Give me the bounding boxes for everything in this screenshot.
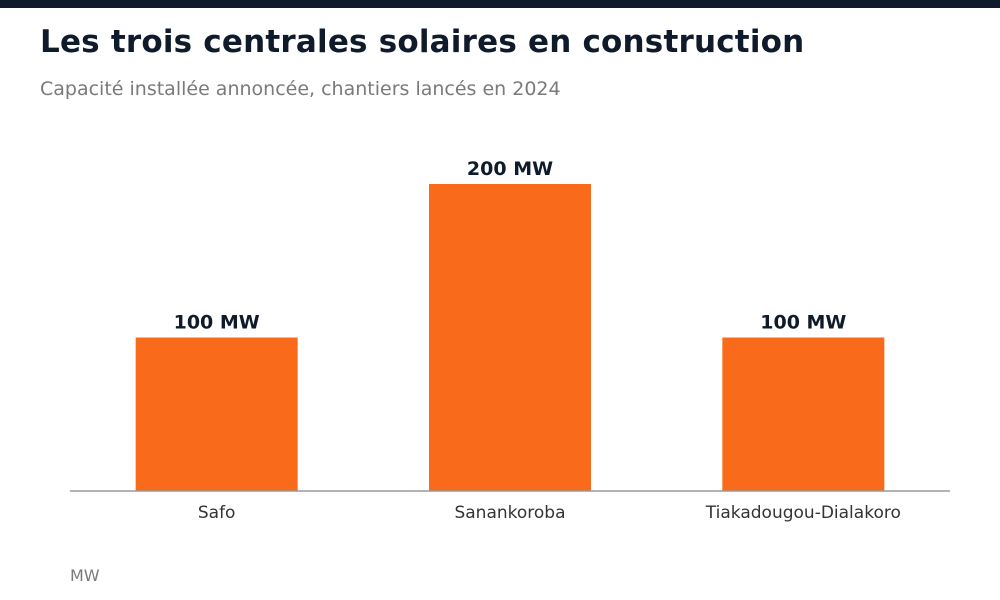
data-label: 100 MW xyxy=(760,312,846,334)
bar-sanankoroba xyxy=(429,184,591,491)
data-label: 200 MW xyxy=(467,158,553,180)
x-tick-label: Safo xyxy=(198,503,236,523)
data-label: 100 MW xyxy=(174,312,260,334)
bar-safo xyxy=(135,337,298,491)
x-tick-label: Sanankoroba xyxy=(454,503,565,523)
header-accent-bar xyxy=(0,0,1000,8)
unit-note: MW xyxy=(70,566,100,585)
chart-title: Les trois centrales solaires en construc… xyxy=(40,24,805,60)
bar-tiakadougou-dialakoro xyxy=(722,337,885,491)
x-tick-label: Tiakadougou-Dialakoro xyxy=(705,503,901,523)
chart-subtitle: Capacité installée annoncée, chantiers l… xyxy=(40,78,561,100)
